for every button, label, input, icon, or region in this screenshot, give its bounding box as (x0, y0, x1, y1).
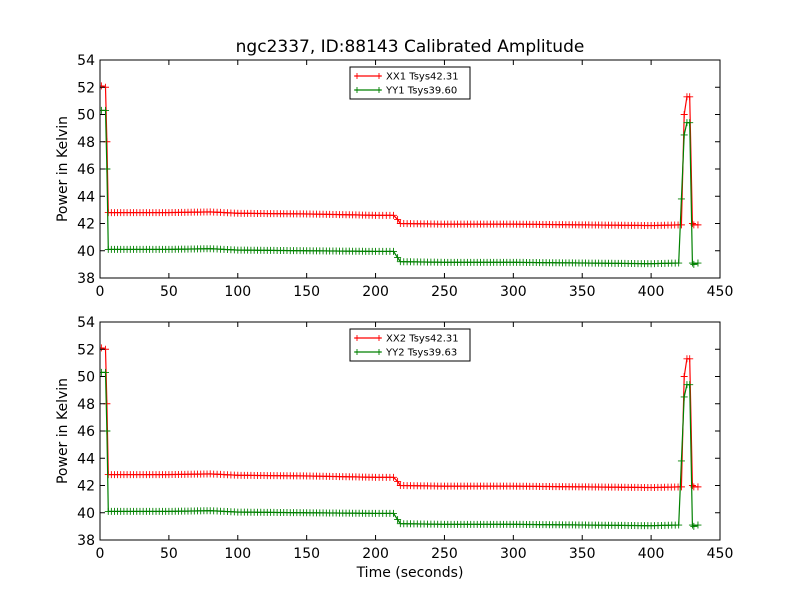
y-tick-label: 52 (77, 342, 95, 358)
data-point (694, 221, 702, 229)
legend-label: XX1 Tsys42.31 (386, 72, 459, 83)
subplot-2: 0 50 100 150 200 250 300 350 400 450 38 40 42 44 46 48 5… (55, 315, 733, 581)
y-tick-label: 38 (77, 271, 95, 287)
series-line-2 (101, 109, 699, 266)
y-tick-label: 44 (77, 451, 95, 467)
legend: XX1 Tsys42.31 YY1 Tsys39.60 (349, 66, 471, 100)
x-tick-label: 100 (224, 546, 251, 562)
legend-label: XX2 Tsys42.31 (386, 334, 459, 345)
series-line-1 (101, 85, 698, 227)
x-tick-label: 0 (96, 546, 105, 562)
data-point (389, 247, 397, 255)
series-group (100, 344, 702, 530)
data-point (690, 260, 698, 268)
y-tick-label: 42 (77, 217, 95, 233)
legend-marker (354, 335, 382, 341)
data-point (675, 521, 683, 529)
y-axis-label: Power in Kelvin (55, 378, 71, 484)
x-tick-label: 250 (431, 284, 458, 300)
data-point (102, 106, 110, 114)
data-point (102, 368, 110, 376)
legend-box (349, 66, 471, 100)
y-tick-label: 52 (77, 80, 95, 96)
data-point (394, 477, 402, 485)
data-point (680, 111, 688, 118)
series-line-1 (101, 347, 698, 489)
data-point (389, 211, 397, 219)
data-point (389, 509, 397, 517)
data-point (680, 131, 688, 139)
x-tick-label: 350 (569, 284, 596, 300)
legend-marker (354, 73, 382, 79)
legend-label: YY2 Tsys39.63 (385, 348, 457, 359)
data-point (686, 355, 694, 363)
data-point (680, 393, 688, 401)
data-point (694, 259, 702, 267)
x-tick-label: 400 (638, 546, 665, 562)
data-point (686, 381, 694, 389)
x-axis-label: Time (seconds) (356, 565, 464, 581)
legend-label: YY1 Tsys39.60 (385, 86, 457, 97)
data-point (677, 221, 685, 229)
chart-title: ngc2337, ID:88143 Calibrated Amplitude (236, 37, 585, 57)
x-tick-label: 100 (224, 284, 251, 300)
data-point (690, 522, 698, 530)
data-point (675, 259, 683, 267)
x-tick-label: 0 (96, 284, 105, 300)
data-point (394, 254, 402, 262)
y-tick-label: 48 (77, 397, 95, 413)
x-tick-label: 350 (569, 546, 596, 562)
x-tick-label: 450 (707, 546, 734, 562)
x-tick-label: 150 (293, 546, 320, 562)
subplots: 0 50 100 150 200 250 300 350 400 4503840424446485… (55, 53, 733, 581)
data-point (389, 473, 397, 481)
data-point (688, 482, 696, 489)
data-point (677, 457, 685, 465)
x-tick-label: 300 (500, 546, 527, 562)
series-line-2 (101, 371, 699, 528)
x-tick-label: 200 (362, 284, 389, 300)
y-tick-label: 46 (77, 424, 95, 440)
data-point (686, 93, 694, 101)
data-point (686, 119, 694, 127)
legend-box (349, 328, 471, 362)
y-tick-label: 44 (77, 189, 95, 205)
y-tick-label: 48 (77, 135, 95, 151)
data-point (100, 344, 105, 352)
x-tick-label: 200 (362, 546, 389, 562)
data-point (677, 483, 685, 491)
y-tick-label: 40 (77, 506, 95, 522)
data-point (694, 521, 702, 529)
data-point (680, 373, 688, 380)
y-tick-label: 54 (77, 315, 95, 331)
data-point (394, 516, 402, 524)
y-tick-label: 54 (77, 53, 95, 69)
data-point (677, 195, 685, 203)
legend-marker (354, 349, 382, 355)
y-tick-label: 40 (77, 244, 95, 260)
x-tick-label: 50 (160, 284, 178, 300)
data-point (694, 483, 702, 491)
x-tick-label: 50 (160, 546, 178, 562)
y-tick-label: 50 (77, 370, 95, 386)
y-tick-label: 42 (77, 479, 95, 495)
y-tick-label: 38 (77, 533, 95, 549)
y-tick-label: 46 (77, 162, 95, 178)
subplot-1: 0 50 100 150 200 250 300 350 400 450 38 40 42 44 46 48 5… (55, 53, 733, 300)
legend-marker (354, 87, 382, 93)
y-tick-label: 50 (77, 108, 95, 124)
x-tick-label: 150 (293, 284, 320, 300)
data-point (100, 82, 105, 90)
x-tick-label: 450 (707, 284, 734, 300)
data-point (394, 215, 402, 223)
x-tick-label: 300 (500, 284, 527, 300)
x-tick-label: 400 (638, 284, 665, 300)
series-group (100, 82, 702, 268)
x-tick-label: 250 (431, 546, 458, 562)
legend: XX2 Tsys42.31 YY2 Tsys39.63 (349, 328, 471, 362)
y-axis-label: Power in Kelvin (55, 116, 71, 222)
data-point (688, 220, 696, 227)
